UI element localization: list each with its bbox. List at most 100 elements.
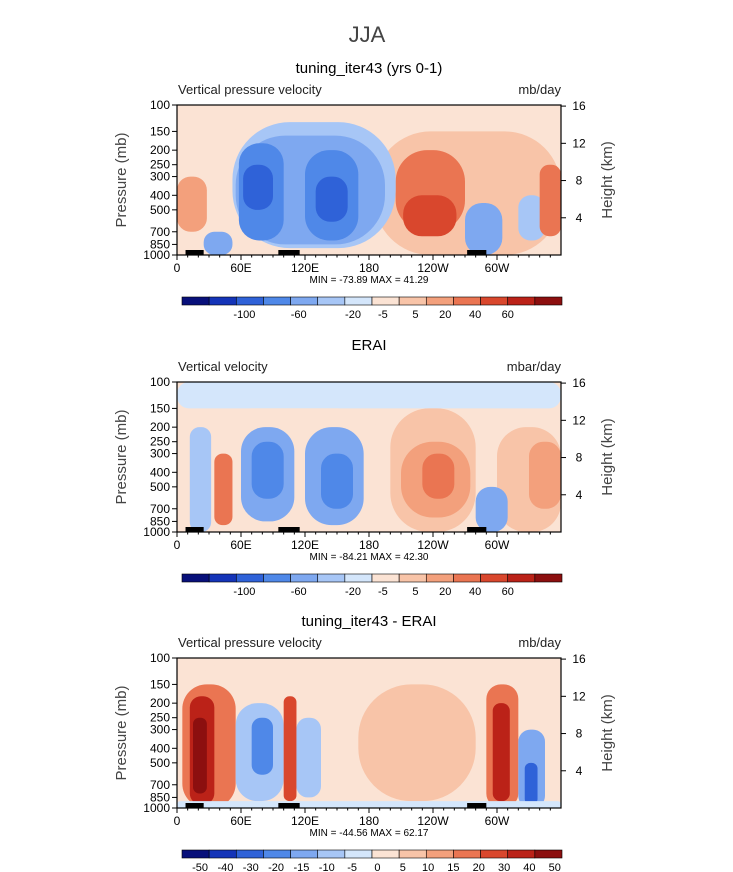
y2-tick-label: 16: [572, 652, 586, 666]
y-tick-label: 250: [150, 435, 170, 449]
colorbar-label: -10: [319, 862, 335, 872]
min-max-label: MIN = -84.21 MAX = 42.30: [310, 552, 429, 563]
colorbar-label: 5: [412, 309, 418, 321]
topography: [278, 803, 300, 808]
colorbar-box: [263, 849, 291, 859]
colorbar-box: [290, 296, 319, 306]
x-tick-label: 0: [174, 538, 181, 552]
colorbar-box: [507, 573, 536, 583]
y-tick-label: 850: [150, 790, 170, 804]
colorbar-label: -100: [233, 309, 255, 321]
panels: tuning_iter43 (yrs 0-1) Vertical pressure…: [113, 60, 616, 872]
panel-title: tuning_iter43 (yrs 0-1): [296, 60, 443, 77]
colorbar-label: -20: [345, 309, 361, 321]
panel-left-label: Vertical pressure velocity: [178, 82, 322, 97]
x-tick-label: 120E: [291, 538, 319, 552]
x-tick-label: 60W: [485, 814, 510, 828]
y2-tick-label: 12: [572, 136, 586, 150]
colorbar-label: -30: [243, 862, 259, 872]
y-tick-label: 300: [150, 723, 170, 737]
colorbar-box: [425, 296, 454, 306]
y-axis-title: Pressure (mb): [113, 409, 130, 504]
y2-tick-label: 12: [572, 689, 586, 703]
field-cell: [465, 202, 503, 255]
x-tick-label: 0: [174, 814, 181, 828]
colorbar-label: 5: [412, 586, 418, 598]
colorbar-box: [534, 849, 563, 859]
y2-tick-label: 4: [576, 488, 583, 502]
colorbar-label: 60: [502, 309, 514, 321]
x-tick-label: 60E: [230, 538, 251, 552]
y2-tick-label: 4: [576, 211, 583, 225]
y2-tick-label: 16: [572, 99, 586, 113]
y-tick-label: 500: [150, 203, 170, 217]
topography: [467, 527, 487, 532]
y-tick-label: 100: [150, 375, 170, 389]
colorbar: -50 -40 -30 -20 -15 -10 -5 0 5 10 15 20 30 40 50: [181, 849, 563, 872]
colorbar: -100 -60 -20 -5 5 20 40 60: [181, 296, 563, 321]
colorbar-box: [344, 296, 373, 306]
min-max-label: MIN = -73.89 MAX = 41.29: [310, 275, 429, 286]
field-cell: [374, 105, 561, 132]
y-tick-label: 400: [150, 741, 170, 755]
x-tick-label: 60W: [485, 538, 510, 552]
y-tick-label: 200: [150, 143, 170, 157]
colorbar-box: [290, 573, 319, 583]
field-cell: [358, 684, 476, 802]
colorbar-box: [235, 573, 264, 583]
x-tick-label: 120W: [417, 814, 449, 828]
field-cell: [177, 382, 561, 409]
panel-units-label: mb/day: [518, 82, 561, 97]
colorbar-box: [480, 573, 509, 583]
colorbar-label: -20: [345, 586, 361, 598]
y-tick-label: 700: [150, 778, 170, 792]
y-tick-label: 1000: [143, 248, 170, 262]
colorbar-box: [371, 849, 400, 859]
x-tick-label: 180: [359, 814, 379, 828]
colorbar-box: [534, 573, 563, 583]
y-tick-label: 200: [150, 420, 170, 434]
field-cell: [321, 453, 353, 509]
x-tick-label: 60E: [230, 814, 251, 828]
field-cell: [214, 453, 233, 526]
colorbar-box: [344, 573, 373, 583]
field-cell: [539, 164, 561, 237]
field-cell: [251, 441, 284, 499]
colorbar-label: 20: [473, 862, 485, 872]
min-max-label: MIN = -44.56 MAX = 62.17: [310, 828, 429, 839]
colorbar-box: [235, 849, 264, 859]
colorbar-label: 15: [447, 862, 459, 872]
colorbar-label: -60: [291, 586, 307, 598]
field-cell: [315, 176, 348, 222]
colorbar-box: [235, 296, 264, 306]
colorbar-label: -20: [268, 862, 284, 872]
y-tick-label: 850: [150, 514, 170, 528]
x-tick-label: 120W: [417, 538, 449, 552]
panel-3: tuning_iter43 - ERAI Vertical pressure ve…: [113, 613, 616, 872]
colorbar-box: [317, 849, 346, 859]
colorbar-label: 20: [439, 309, 451, 321]
x-tick-label: 120E: [291, 261, 319, 275]
y2-tick-label: 12: [572, 413, 586, 427]
colorbar-label: -5: [378, 586, 388, 598]
field-cell: [296, 717, 321, 798]
topography: [185, 250, 204, 255]
field-cell: [177, 176, 207, 232]
colorbar-label: 10: [422, 862, 434, 872]
y2-tick-label: 8: [576, 174, 583, 188]
y-tick-label: 100: [150, 98, 170, 112]
y-tick-label: 500: [150, 756, 170, 770]
figure-title: JJA: [349, 22, 386, 47]
panel-1: tuning_iter43 (yrs 0-1) Vertical pressure…: [113, 60, 616, 321]
field-cell: [524, 762, 538, 805]
y-tick-label: 1000: [143, 801, 170, 815]
colorbar-label: 40: [523, 862, 535, 872]
colorbar-label: -60: [291, 309, 307, 321]
x-tick-label: 180: [359, 538, 379, 552]
y2-axis-title: Height (km): [599, 141, 616, 219]
colorbar: -100 -60 -20 -5 5 20 40 60: [181, 573, 563, 598]
colorbar-box: [507, 849, 536, 859]
colorbar-label: -5: [378, 309, 388, 321]
colorbar-label: 0: [374, 862, 380, 872]
